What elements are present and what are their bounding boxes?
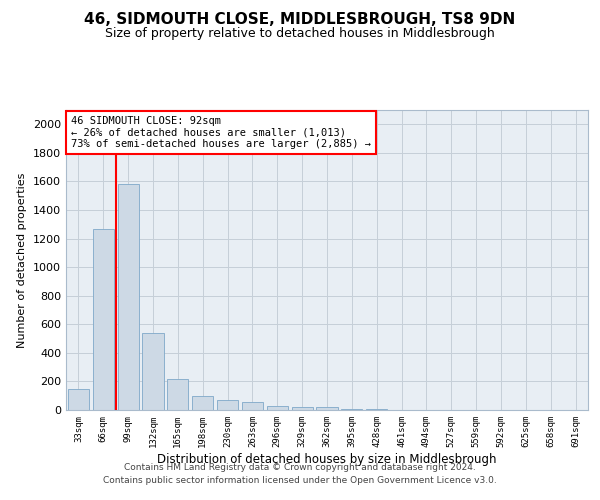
Bar	[167, 378, 188, 410]
Bar	[118, 184, 139, 410]
Text: 46 SIDMOUTH CLOSE: 92sqm
← 26% of detached houses are smaller (1,013)
73% of sem: 46 SIDMOUTH CLOSE: 92sqm ← 26% of detach…	[71, 116, 371, 149]
Text: Size of property relative to detached houses in Middlesbrough: Size of property relative to detached ho…	[105, 28, 495, 40]
Bar	[242, 402, 263, 410]
Bar	[316, 407, 338, 410]
Bar	[93, 228, 114, 410]
Text: 46, SIDMOUTH CLOSE, MIDDLESBROUGH, TS8 9DN: 46, SIDMOUTH CLOSE, MIDDLESBROUGH, TS8 9…	[85, 12, 515, 28]
X-axis label: Distribution of detached houses by size in Middlesbrough: Distribution of detached houses by size …	[157, 452, 497, 466]
Bar	[292, 407, 313, 410]
Text: Contains HM Land Registry data © Crown copyright and database right 2024.: Contains HM Land Registry data © Crown c…	[124, 464, 476, 472]
Bar	[217, 400, 238, 410]
Bar	[267, 406, 288, 410]
Bar	[68, 388, 89, 410]
Bar	[192, 396, 213, 410]
Text: Contains public sector information licensed under the Open Government Licence v3: Contains public sector information licen…	[103, 476, 497, 485]
Bar	[142, 333, 164, 410]
Y-axis label: Number of detached properties: Number of detached properties	[17, 172, 28, 348]
